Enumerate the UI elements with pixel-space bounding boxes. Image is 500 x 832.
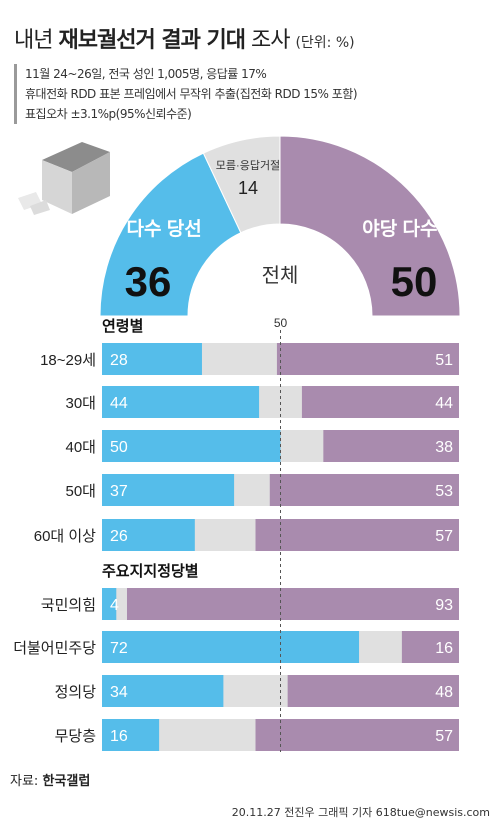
bar-opposition-segment — [276, 343, 459, 375]
group-bars: 연령별 18~29세 28 51 30대 44 44 40대 50 38 50대 37 53 60대 이상… — [13, 317, 460, 751]
bar-opposition-segment — [255, 719, 459, 751]
title-part-3: 조사 — [244, 28, 291, 53]
title-part-1: 내년 — [14, 28, 59, 53]
bar-opposition-segment — [323, 430, 459, 462]
undecided-value: 14 — [238, 178, 258, 198]
bar-opposition-segment — [287, 675, 459, 707]
ruling-value-label: 26 — [110, 528, 128, 545]
gauge-ruling-segment — [99, 152, 242, 317]
ruling-value-label: 72 — [110, 640, 128, 657]
ruling-value-label: 28 — [110, 352, 128, 369]
ruling-value-label: 4 — [110, 597, 119, 614]
undecided-label: 모름·응답거절 — [216, 159, 280, 172]
ruling-value: 36 — [125, 258, 172, 305]
bar-ruling-segment — [102, 631, 360, 663]
opposition-value-label: 57 — [435, 728, 453, 745]
category-label: 50대 — [66, 483, 97, 500]
opposition-value-label: 57 — [435, 528, 453, 545]
bar-ruling-segment — [102, 386, 260, 418]
overall-gauge: 여당 다수 당선 야당 다수 당선 36 50 모름·응답거절 14 전체 — [86, 135, 478, 317]
ruling-value-label: 16 — [110, 728, 128, 745]
reference-line-label: 50 — [274, 316, 288, 330]
bar-opposition-segment — [269, 474, 459, 506]
bar-ruling-segment — [102, 719, 160, 751]
ruling-value-label: 44 — [110, 395, 128, 412]
opposition-value-label: 16 — [435, 640, 453, 657]
category-label: 국민의힘 — [41, 597, 96, 614]
opposition-value-label: 38 — [435, 439, 453, 456]
ruling-value-label: 50 — [110, 439, 128, 456]
category-label: 정의당 — [55, 684, 97, 701]
bar-opposition-segment — [301, 386, 459, 418]
category-label: 무당층 — [55, 728, 96, 745]
page-title: 내년 재보궐선거 결과 기대 조사 (단위: %) — [14, 22, 355, 54]
source-name: 한국갤럽 — [42, 774, 91, 789]
opposition-value-label: 51 — [435, 352, 453, 369]
methodology-line-2: 휴대전화 RDD 표본 프레임에서 무작위 추출(집전화 RDD 15% 포함) — [25, 87, 358, 101]
opposition-value-label: 48 — [435, 684, 453, 701]
bar-opposition-segment — [401, 631, 459, 663]
ruling-value-label: 37 — [110, 483, 128, 500]
gauge-opposition-segment — [279, 135, 461, 317]
bar-ruling-segment — [102, 675, 224, 707]
methodology-line-1: 11월 24~26일, 전국 성인 1,005명, 응답률 17% — [25, 67, 267, 81]
source-label: 자료: — [10, 774, 39, 789]
bar-opposition-segment — [255, 519, 459, 551]
category-label: 더불어민주당 — [13, 640, 96, 657]
group-title: 주요지지정당별 — [102, 562, 199, 580]
ballot-box-icon — [18, 142, 110, 215]
group-title: 연령별 — [102, 317, 143, 335]
overall-center-label: 전체 — [262, 264, 299, 287]
title-part-2: 재보궐선거 결과 기대 — [58, 28, 245, 53]
bar-opposition-segment — [126, 588, 460, 620]
bar-ruling-segment — [102, 474, 235, 506]
bar-ruling-segment — [102, 343, 202, 375]
methodology-box: 11월 24~26일, 전국 성인 1,005명, 응답률 17% 휴대전화 R… — [14, 64, 358, 124]
category-label: 60대 이상 — [34, 528, 96, 545]
category-label: 18~29세 — [40, 352, 96, 369]
category-label: 40대 — [66, 439, 97, 456]
ruling-value-label: 34 — [110, 684, 128, 701]
bar-ruling-segment — [102, 588, 117, 620]
methodology-line-3: 표집오차 ±3.1%p(95%신뢰수준) — [25, 107, 192, 121]
opposition-value-label: 44 — [435, 395, 453, 412]
source-note: 자료: 한국갤럽 — [10, 770, 90, 789]
bar-ruling-segment — [102, 519, 195, 551]
opposition-value-label: 53 — [435, 483, 453, 500]
unit-label: (단위: %) — [295, 35, 355, 51]
category-label: 30대 — [66, 395, 97, 412]
graphic-credit: 20.11.27 전진우 그래픽 기자 618tue@newsis.com — [231, 806, 490, 819]
ruling-label: 여당 다수 당선 — [86, 218, 201, 240]
opposition-value-label: 93 — [435, 597, 453, 614]
opposition-value: 50 — [391, 258, 438, 305]
opposition-label: 야당 다수 당선 — [362, 218, 477, 240]
bar-ruling-segment — [102, 430, 281, 462]
